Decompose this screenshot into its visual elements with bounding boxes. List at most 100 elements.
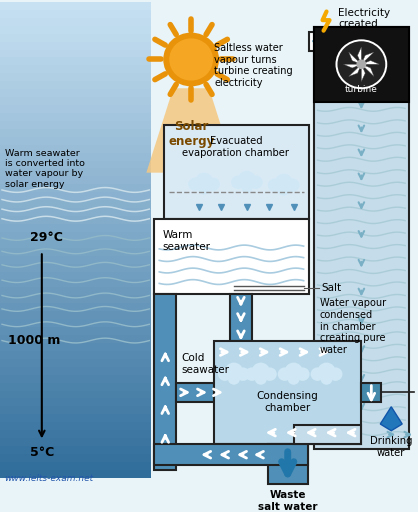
Bar <box>154 293 176 470</box>
Circle shape <box>329 368 342 381</box>
Circle shape <box>288 373 300 385</box>
Bar <box>0 50 151 57</box>
Circle shape <box>252 362 270 380</box>
Bar <box>0 97 151 105</box>
Bar <box>0 113 151 121</box>
Text: Condensing
chamber: Condensing chamber <box>257 391 319 413</box>
Bar <box>0 382 151 391</box>
Text: Evacuated
evaporation chamber: Evacuated evaporation chamber <box>182 136 289 158</box>
Bar <box>0 240 151 248</box>
Bar <box>214 340 362 444</box>
Bar <box>0 311 151 319</box>
Bar <box>0 271 151 280</box>
Text: 29°C: 29°C <box>30 231 63 244</box>
Text: Waste
salt water: Waste salt water <box>258 490 317 512</box>
Bar <box>0 18 151 26</box>
Circle shape <box>275 174 293 191</box>
Polygon shape <box>362 60 379 65</box>
Bar <box>308 32 314 51</box>
Bar <box>0 121 151 129</box>
Polygon shape <box>362 65 374 76</box>
Circle shape <box>169 38 213 80</box>
Polygon shape <box>362 52 374 65</box>
Bar <box>0 81 151 89</box>
Bar <box>0 137 151 145</box>
Polygon shape <box>357 47 362 65</box>
Circle shape <box>357 59 366 69</box>
Bar <box>314 27 409 102</box>
Circle shape <box>225 362 243 380</box>
Bar <box>0 192 151 200</box>
Bar <box>176 383 214 402</box>
Circle shape <box>318 362 336 380</box>
Bar <box>0 177 151 184</box>
Bar <box>0 168 151 177</box>
Text: 1000 m: 1000 m <box>8 334 60 347</box>
Bar <box>0 359 151 367</box>
Bar <box>0 407 151 414</box>
Bar <box>154 219 308 293</box>
Bar <box>0 2 151 10</box>
Circle shape <box>263 368 277 381</box>
Bar <box>314 27 409 449</box>
Bar <box>362 383 381 402</box>
Bar <box>0 398 151 407</box>
Circle shape <box>238 171 256 188</box>
Polygon shape <box>344 65 362 68</box>
Circle shape <box>245 368 259 381</box>
Circle shape <box>218 368 232 381</box>
Bar <box>0 66 151 73</box>
Bar <box>0 224 151 232</box>
Bar <box>0 343 151 351</box>
Circle shape <box>337 41 385 88</box>
Bar <box>0 391 151 398</box>
Circle shape <box>311 368 324 381</box>
Bar <box>0 470 151 478</box>
Polygon shape <box>362 65 365 81</box>
Text: Saltless water
vapour turns
turbine creating
electricity: Saltless water vapour turns turbine crea… <box>214 43 293 88</box>
Text: Water vapour
condensed
in chamber
creating pure
water: Water vapour condensed in chamber creati… <box>319 298 386 355</box>
Bar <box>0 454 151 462</box>
Circle shape <box>228 373 240 385</box>
Bar <box>294 425 362 444</box>
Bar <box>0 184 151 192</box>
Bar <box>0 367 151 375</box>
Bar <box>0 232 151 240</box>
Bar <box>0 319 151 327</box>
Text: Salt: Salt <box>321 283 342 293</box>
Bar <box>0 351 151 359</box>
Bar <box>0 208 151 216</box>
Bar <box>164 125 308 219</box>
Text: Warm
seawater: Warm seawater <box>162 230 210 252</box>
Circle shape <box>278 368 292 381</box>
Text: Solar
energy: Solar energy <box>168 120 214 148</box>
Bar <box>0 41 151 50</box>
Circle shape <box>296 368 310 381</box>
Bar <box>0 216 151 224</box>
Text: Warm seawater
is converted into
water vapour by
solar energy: Warm seawater is converted into water va… <box>5 148 85 189</box>
Circle shape <box>198 183 210 195</box>
Bar <box>0 295 151 303</box>
Bar <box>0 145 151 153</box>
Bar <box>0 73 151 81</box>
Text: Electricity
created: Electricity created <box>339 8 390 29</box>
Text: turbine: turbine <box>345 85 378 94</box>
Circle shape <box>241 181 253 193</box>
Bar <box>0 200 151 208</box>
Bar <box>0 438 151 446</box>
Circle shape <box>249 176 263 189</box>
Bar <box>0 129 151 137</box>
Bar <box>0 264 151 271</box>
Bar <box>0 430 151 438</box>
Bar <box>268 444 308 484</box>
Circle shape <box>268 179 282 192</box>
Bar <box>0 10 151 18</box>
Bar <box>154 444 308 465</box>
Circle shape <box>231 176 245 189</box>
Bar <box>0 287 151 295</box>
Bar <box>0 26 151 34</box>
Bar <box>0 161 151 168</box>
Circle shape <box>286 179 300 192</box>
Bar <box>0 248 151 255</box>
Circle shape <box>236 368 250 381</box>
